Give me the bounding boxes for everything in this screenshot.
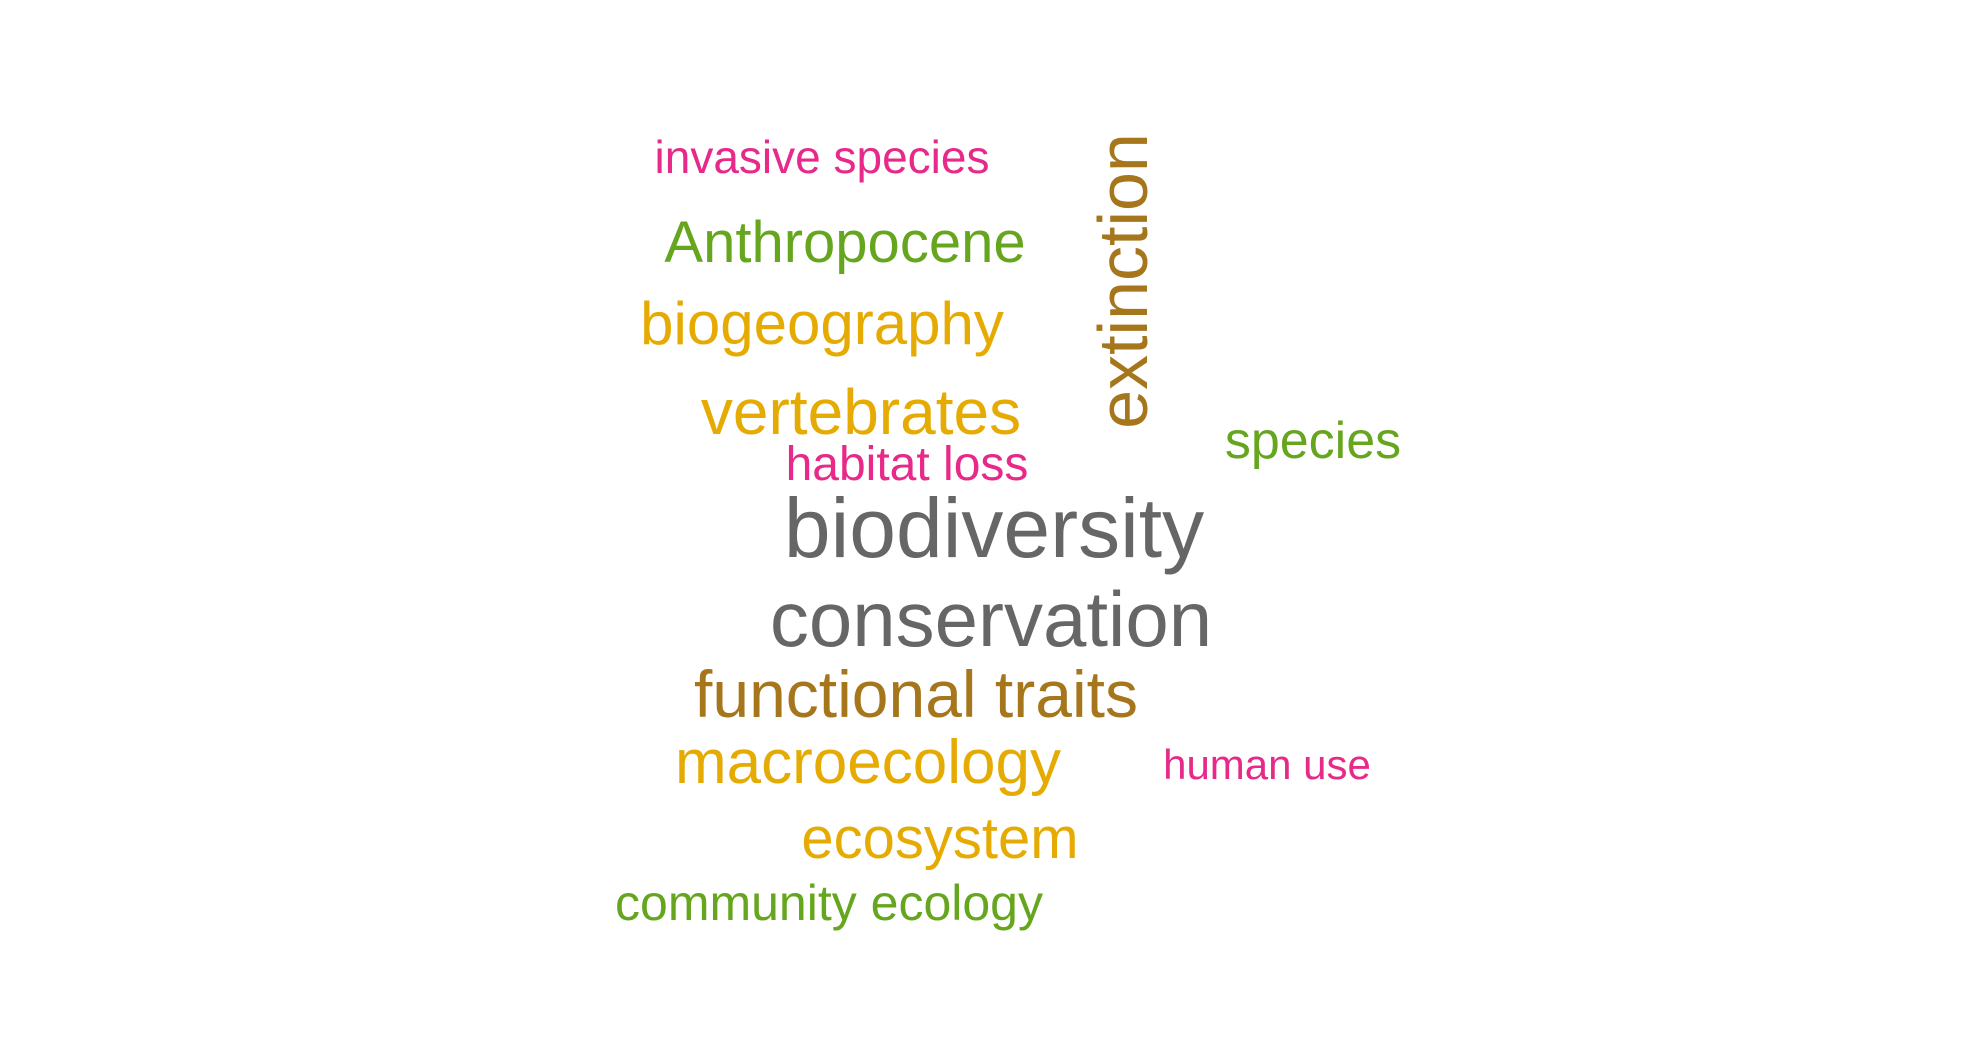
word-conservation: conservation [769,575,1213,663]
word-biodiversity: biodiversity [783,481,1205,575]
word-biogeography: biogeography [640,290,1004,357]
word-community-ecology: community ecology [615,875,1043,931]
word-functional-traits: functional traits [694,657,1138,731]
word-habitat-loss: habitat loss [785,438,1029,491]
word-invasive-species: invasive species [654,131,990,183]
word-macroecology: macroecology [675,728,1061,797]
word-vertebrates: vertebrates [700,376,1022,448]
word-species: species [1224,412,1402,470]
word-ecosystem: ecosystem [801,806,1079,871]
word-extinction: extinction [1084,133,1162,429]
word-anthropocene: Anthropocene [664,210,1026,275]
word-human-use: human use [1163,741,1371,788]
